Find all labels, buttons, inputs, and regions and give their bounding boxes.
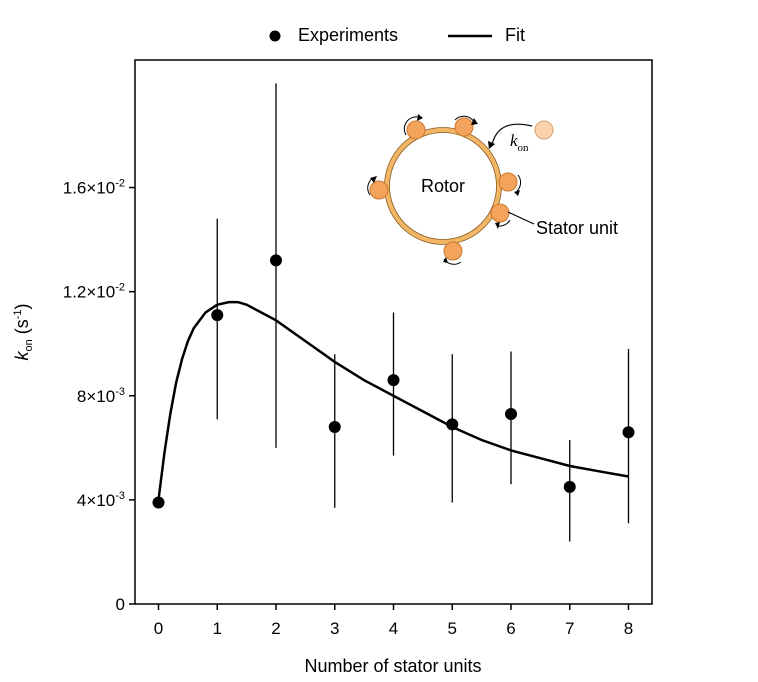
y-tick-label: 8×10-3 — [77, 386, 125, 406]
binding-arrow — [491, 123, 533, 146]
stator-unit — [498, 172, 518, 192]
x-tick-label: 0 — [154, 619, 163, 638]
fit-layer — [157, 300, 629, 501]
data-point — [211, 309, 224, 322]
data-point — [446, 418, 459, 431]
y-tick-label: 1.2×10-2 — [63, 282, 125, 302]
y-axis: 0 4×10-3 8×10-3 1.2×10-2 1.6×10-2 — [63, 178, 135, 614]
y-axis-title-unit-exponent: -1 — [12, 309, 24, 319]
data-point — [387, 374, 400, 387]
y-axis-title-unit-prefix: (s — [12, 319, 32, 334]
data-point — [505, 407, 517, 420]
fit-line — [157, 300, 629, 501]
stator-unit — [443, 241, 463, 261]
stator-unit — [454, 117, 474, 137]
x-axis: 0 1 2 3 4 5 6 7 8 — [154, 604, 633, 638]
y-axis-title: kon (s-1) — [12, 303, 35, 360]
legend-experiments-label: Experiments — [298, 25, 398, 45]
y-tick-label: 4×10-3 — [77, 490, 125, 510]
svg-text:kon (s-1): kon (s-1) — [12, 303, 35, 360]
x-tick-label: 7 — [565, 619, 574, 638]
kon-label: kon — [510, 131, 529, 154]
stator-unit — [406, 120, 426, 140]
legend: Experiments Fit — [269, 25, 525, 45]
stator-pointer — [507, 211, 535, 225]
x-tick-label: 1 — [213, 619, 222, 638]
points-layer — [152, 254, 635, 509]
y-axis-title-unit-suffix: ) — [12, 303, 32, 309]
y-tick-label: 1.6×10-2 — [63, 178, 125, 198]
x-tick-label: 4 — [389, 619, 398, 638]
rotor-label: Rotor — [421, 176, 465, 196]
x-tick-label: 8 — [624, 619, 633, 638]
data-point — [563, 480, 576, 493]
rotor-inset: Rotor kon — [367, 114, 618, 265]
y-axis-title-subscript: on — [23, 339, 35, 351]
y-tick-label: 0 — [116, 595, 125, 614]
x-tick-label: 6 — [506, 619, 515, 638]
x-tick-label: 5 — [448, 619, 457, 638]
legend-experiments-marker — [269, 30, 281, 42]
legend-fit-label: Fit — [505, 25, 525, 45]
x-axis-title: Number of stator units — [304, 656, 481, 676]
stator-unit — [490, 203, 510, 223]
x-tick-label: 2 — [271, 619, 280, 638]
x-tick-label: 3 — [330, 619, 339, 638]
free-stator-unit — [534, 120, 554, 140]
data-point — [328, 421, 341, 434]
data-point — [270, 254, 282, 267]
stator-unit — [369, 180, 389, 200]
stator-unit-label: Stator unit — [536, 218, 618, 238]
y-axis-title-symbol: k — [12, 351, 32, 361]
data-point — [152, 496, 165, 509]
data-point — [622, 426, 635, 439]
